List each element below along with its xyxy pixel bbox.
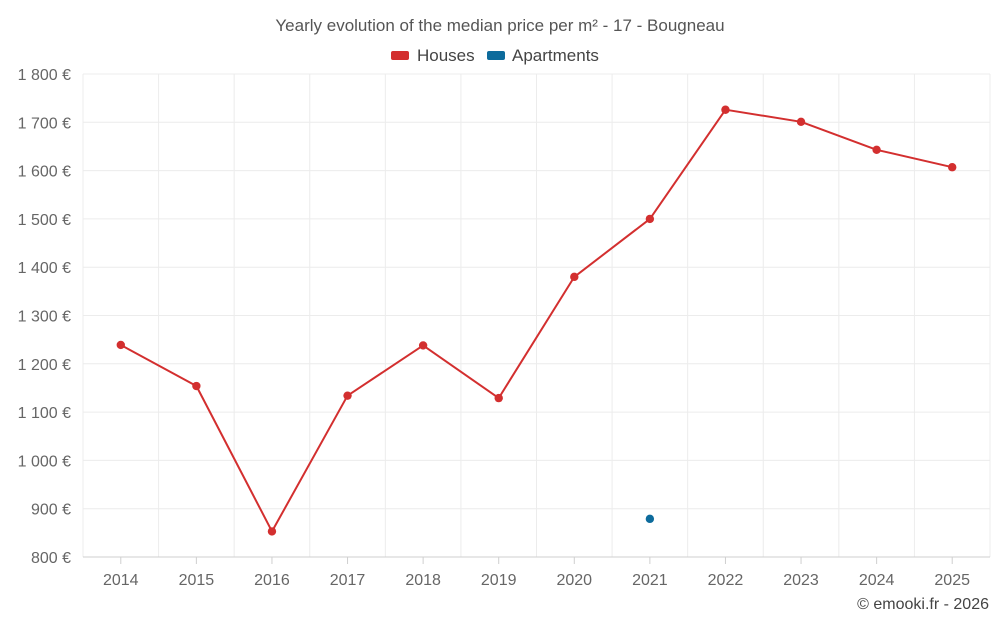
x-tick-label-2023: 2023 bbox=[783, 572, 819, 589]
data-point-houses-2015[interactable] bbox=[192, 381, 201, 391]
y-tick-label-1300: 1 300 € bbox=[18, 309, 71, 326]
series bbox=[116, 105, 957, 536]
data-point-houses-2020[interactable] bbox=[570, 272, 579, 282]
x-tick-label-2015: 2015 bbox=[179, 572, 215, 589]
legend-label-apartments: Apartments bbox=[512, 46, 599, 65]
x-tick-label-2024: 2024 bbox=[859, 572, 895, 589]
legend-label-houses: Houses bbox=[417, 46, 475, 65]
data-point-houses-2019[interactable] bbox=[494, 393, 503, 403]
y-axis-ticks: 800 € 900 € 1 000 € 1 100 € 1 200 € 1 300 € 1 … bbox=[18, 67, 71, 567]
x-tick-label-2017: 2017 bbox=[330, 572, 366, 589]
legend: Houses Apartments bbox=[391, 46, 599, 65]
data-point-houses-2021[interactable] bbox=[645, 214, 655, 224]
legend-item-houses[interactable]: Houses bbox=[391, 46, 475, 65]
y-tick-label-800: 800 € bbox=[31, 550, 71, 567]
x-tick-label-2020: 2020 bbox=[556, 572, 592, 589]
data-point-houses-2016[interactable] bbox=[267, 527, 277, 536]
chart-title: Yearly evolution of the median price per… bbox=[275, 16, 724, 35]
credit-text: © emooki.fr - 2026 bbox=[857, 596, 989, 613]
legend-item-apartments[interactable]: Apartments bbox=[487, 46, 599, 65]
data-point-houses-2023[interactable] bbox=[796, 117, 806, 127]
x-tick-label-2022: 2022 bbox=[708, 572, 744, 589]
data-point-houses-2017[interactable] bbox=[343, 391, 352, 400]
legend-swatch-apartments bbox=[487, 51, 505, 60]
y-tick-label-1100: 1 100 € bbox=[18, 405, 71, 422]
x-tick-label-2016: 2016 bbox=[254, 572, 290, 589]
x-axis-ticks: 2014 2015 2016 2017 2018 2019 2020 2021 2022 2023… bbox=[103, 572, 970, 589]
y-tick-label-1700: 1 700 € bbox=[18, 115, 71, 132]
data-point-apartments-2021[interactable] bbox=[645, 514, 655, 524]
legend-swatch-houses bbox=[391, 51, 409, 60]
x-tick-label-2019: 2019 bbox=[481, 572, 517, 589]
x-tick-label-2021: 2021 bbox=[632, 572, 668, 589]
x-tick-label-2018: 2018 bbox=[405, 572, 441, 589]
data-point-houses-2025[interactable] bbox=[948, 163, 957, 172]
y-tick-label-1200: 1 200 € bbox=[18, 357, 71, 374]
y-tick-label-1400: 1 400 € bbox=[18, 260, 71, 277]
data-point-houses-2014[interactable] bbox=[116, 340, 125, 350]
series-line-houses bbox=[120, 108, 953, 533]
y-tick-label-1800: 1 800 € bbox=[18, 67, 71, 84]
x-tick-label-2014: 2014 bbox=[103, 572, 139, 589]
x-tick-label-2025: 2025 bbox=[934, 572, 970, 589]
data-point-houses-2024[interactable] bbox=[872, 145, 881, 155]
data-point-houses-2018[interactable] bbox=[418, 341, 428, 350]
y-tick-label-1500: 1 500 € bbox=[18, 212, 71, 229]
y-tick-label-1600: 1 600 € bbox=[18, 164, 71, 181]
y-tick-label-1000: 1 000 € bbox=[18, 453, 71, 470]
y-tick-label-900: 900 € bbox=[31, 502, 71, 519]
axes bbox=[83, 556, 990, 564]
data-point-houses-2022[interactable] bbox=[721, 105, 730, 114]
grid bbox=[82, 73, 991, 557]
